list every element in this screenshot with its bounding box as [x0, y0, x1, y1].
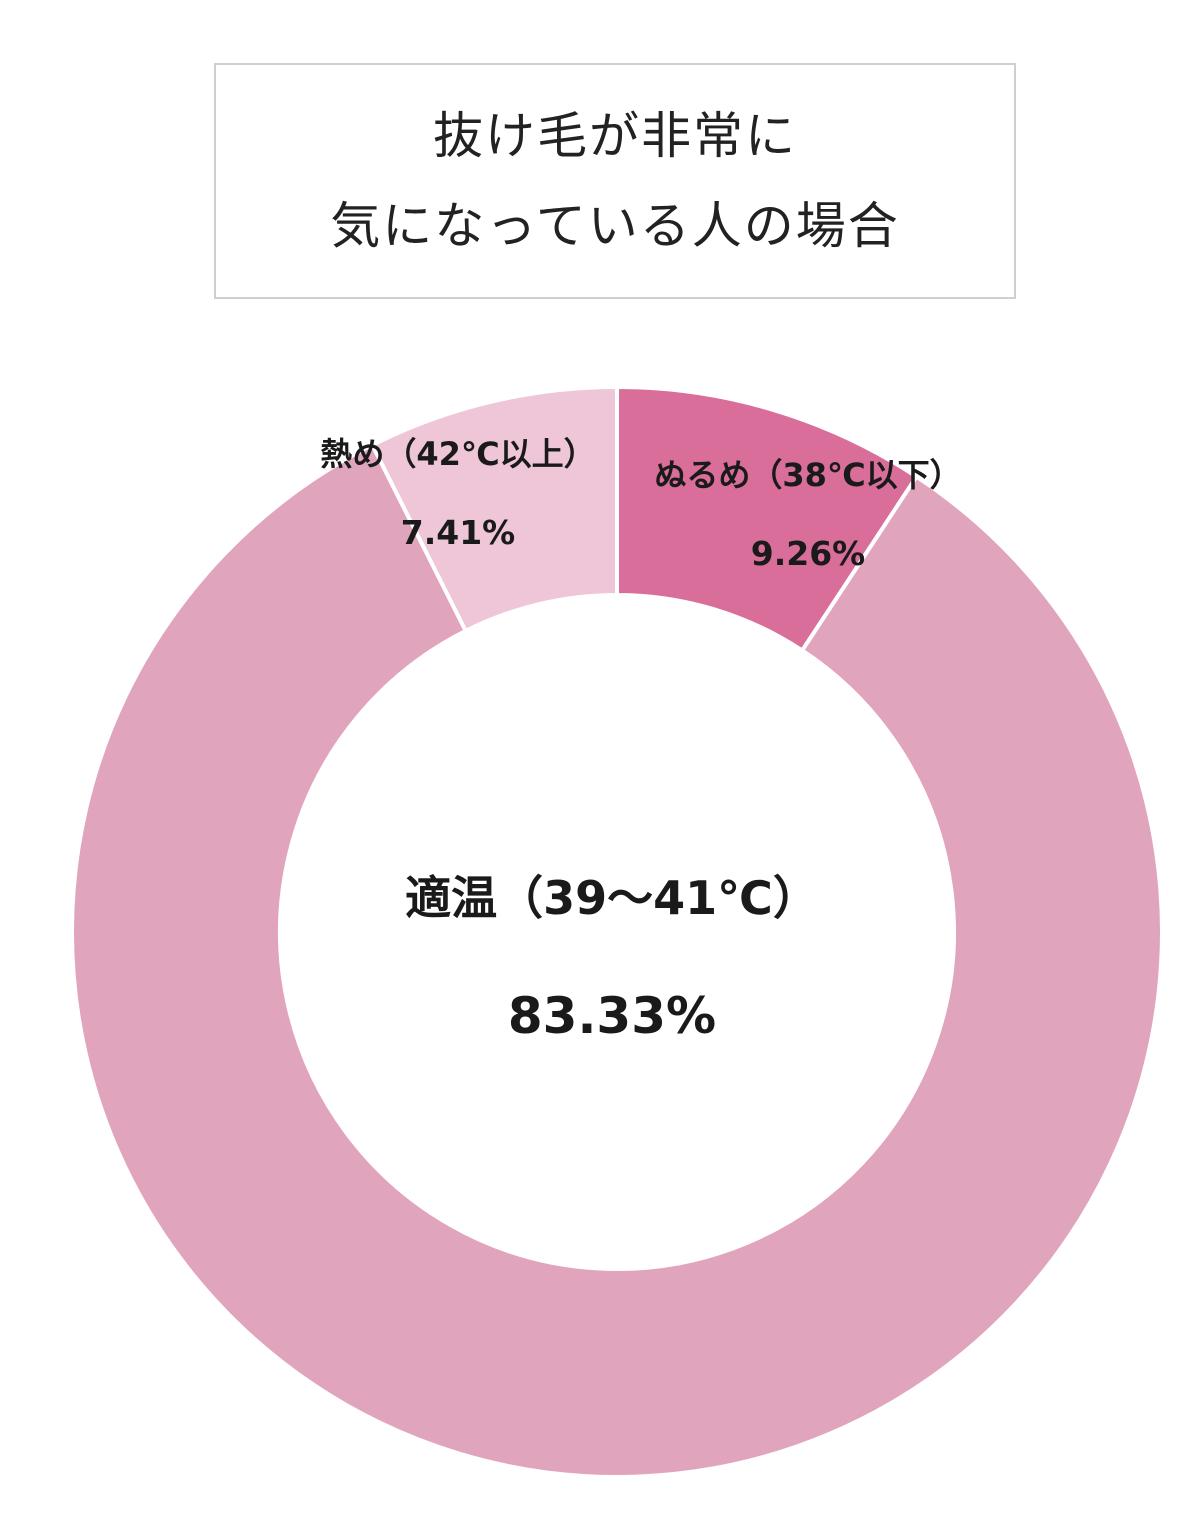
slice-value-label-3: 7.41%	[401, 513, 516, 552]
slice-value-label-1: 9.26%	[751, 534, 866, 573]
donut-slices	[70, 384, 1164, 1479]
slice-category-label-1: ぬるめ（38℃以下）	[654, 456, 961, 494]
chart-title-line-1: 抜け毛が非常に	[433, 107, 797, 165]
slice-value-label-2: 83.33%	[508, 987, 716, 1045]
donut-labels: ぬるめ（38℃以下） 9.26% 適温（39～41℃） 83.33% 熱め（42℃以上）…	[320, 435, 961, 1045]
donut-slice-3	[369, 384, 619, 634]
donut-slice-2	[70, 442, 1164, 1479]
chart-title-box: 抜け毛が非常に 気になっている人の場合	[214, 63, 1016, 299]
chart-title-line-2: 気になっている人の場合	[330, 197, 900, 255]
slice-category-label-3: 熱め（42℃以上）	[320, 435, 595, 473]
slice-category-label-2: 適温（39～41℃）	[405, 871, 819, 925]
